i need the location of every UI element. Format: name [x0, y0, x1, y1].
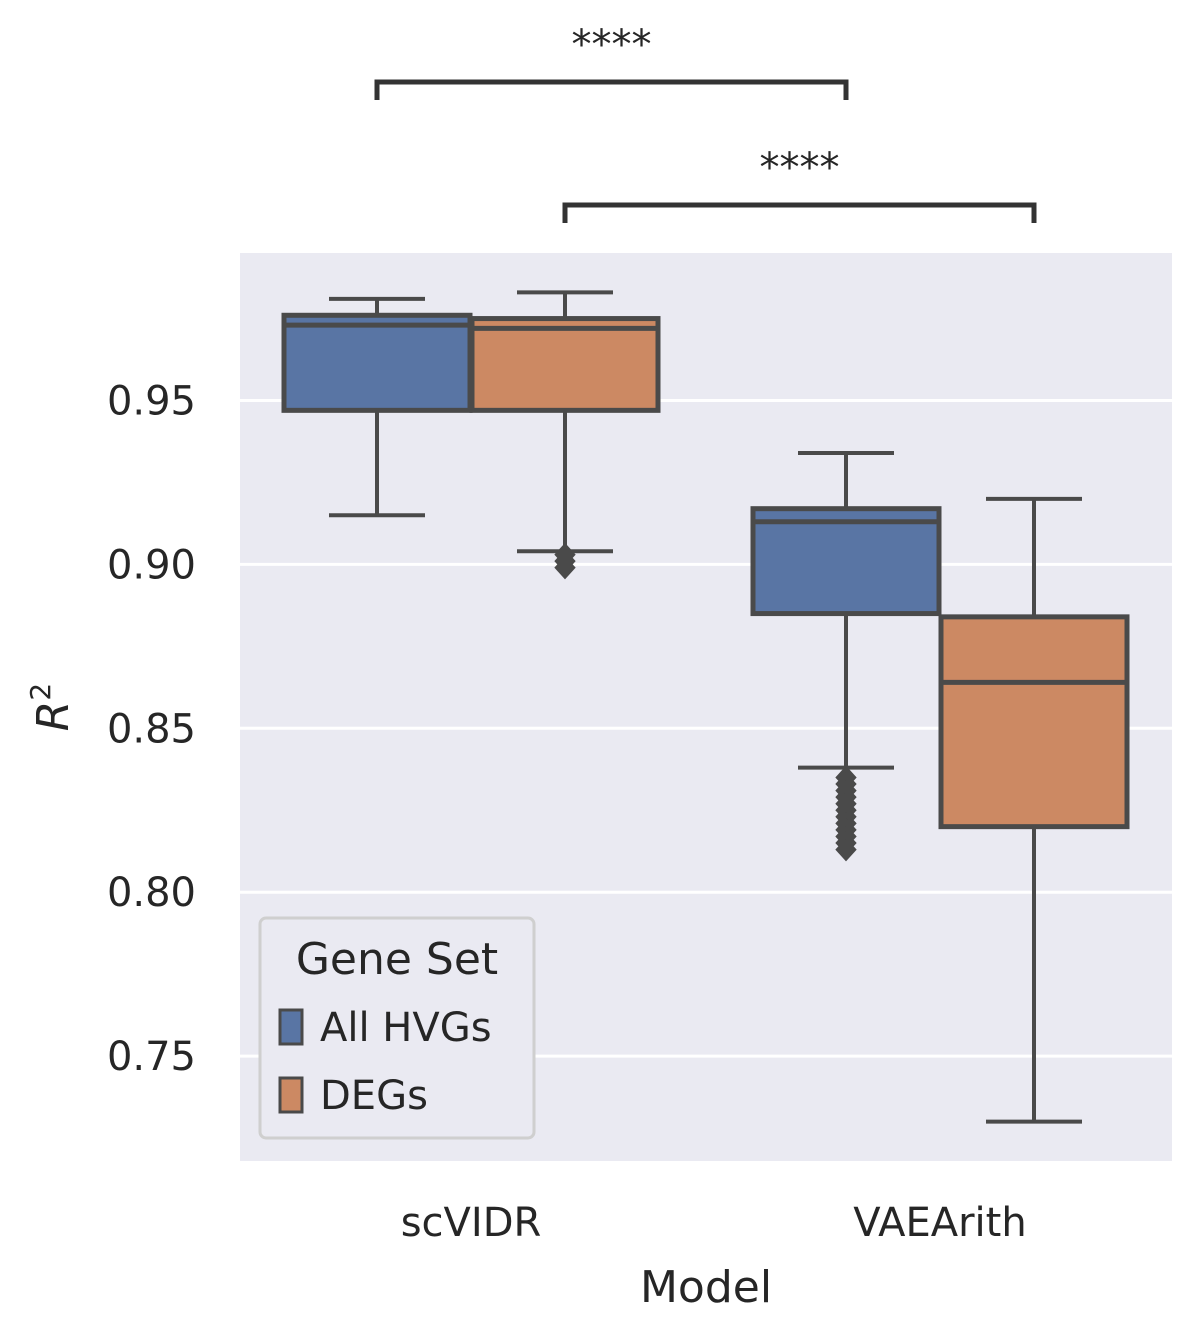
box-body [938, 614, 1130, 830]
significance-label: **** [572, 22, 652, 68]
x-tick-label: scVIDR [401, 1200, 542, 1246]
legend-swatch [278, 1076, 304, 1114]
x-tick-label: VAEArith [853, 1200, 1026, 1246]
legend-swatch [278, 1008, 304, 1046]
box-group [750, 450, 942, 862]
y-tick-labels: 0.75 0.80 0.85 0.90 0.95 [107, 379, 196, 1081]
y-tick-label: 0.95 [107, 379, 196, 425]
legend-title: Gene Set [296, 934, 498, 985]
box-group [469, 290, 661, 580]
y-tick-label: 0.80 [107, 870, 196, 916]
y-axis-label-superscript: 2 [24, 683, 57, 701]
x-tick-labels: scVIDR VAEArith [401, 1200, 1027, 1246]
box-body [281, 312, 473, 413]
y-tick-label: 0.75 [107, 1034, 196, 1080]
legend: Gene Set All HVGs DEGs [258, 916, 536, 1140]
significance-bracket [562, 202, 1037, 223]
significance-label: **** [760, 145, 840, 191]
legend-frame [258, 916, 536, 1140]
box-body [750, 506, 942, 617]
boxes [281, 290, 1130, 1124]
y-axis-label: R2 [24, 683, 79, 731]
legend-entry-label: All HVGs [320, 1005, 492, 1051]
box-body [469, 316, 661, 413]
box-group [938, 496, 1130, 1124]
significance-bracket [374, 79, 849, 100]
box-group [281, 296, 473, 518]
y-tick-label: 0.90 [107, 542, 196, 588]
significance-annotations: **** **** [374, 22, 1037, 223]
outlier-point [835, 837, 857, 862]
y-tick-label: 0.85 [107, 706, 196, 752]
y-axis-label-base: R [28, 701, 79, 732]
x-axis-label: Model [640, 1262, 772, 1313]
outlier-point [554, 555, 576, 580]
legend-entry-label: DEGs [320, 1073, 428, 1119]
